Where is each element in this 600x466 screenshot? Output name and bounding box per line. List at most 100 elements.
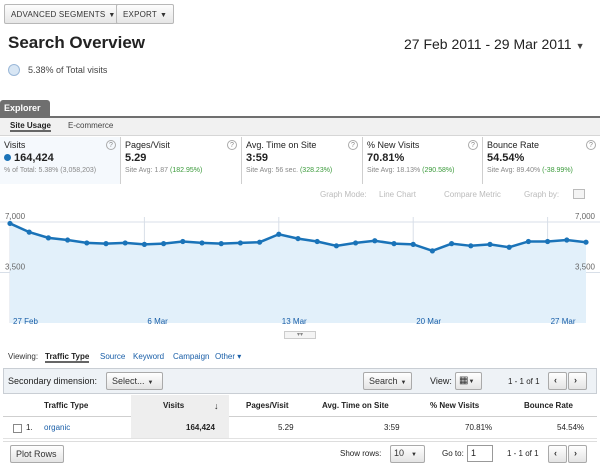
graph-mode-line-chart[interactable]: Line Chart xyxy=(379,190,416,199)
calendar-icon[interactable] xyxy=(573,189,585,199)
tab-site-usage[interactable]: Site Usage xyxy=(10,121,51,132)
data-point xyxy=(218,241,224,247)
data-point xyxy=(122,240,128,246)
help-icon[interactable]: ? xyxy=(348,140,358,150)
series-dot-icon xyxy=(4,154,11,161)
data-point xyxy=(180,238,186,245)
metric-visits[interactable]: Visits 164,424 % of Total: 5.38% (3,058,… xyxy=(0,137,121,184)
secondary-dimension-select[interactable]: Select... ▼ xyxy=(106,372,163,390)
chevron-down-icon: ▼ xyxy=(159,12,168,19)
data-point xyxy=(525,238,532,245)
export-button[interactable]: EXPORT ▼ xyxy=(116,4,175,24)
date-range-picker[interactable]: 27 Feb 2011 - 29 Mar 2011 ▼ xyxy=(404,36,585,52)
footer-prev-page-button[interactable]: ‹ xyxy=(548,445,567,463)
table-header xyxy=(3,395,597,417)
show-rows-select[interactable]: 10 ▼ xyxy=(390,445,425,463)
data-point xyxy=(7,220,13,227)
metric-pages-visit[interactable]: Pages/Visit 5.29 Site Avg: 1.87 (182.95%… xyxy=(121,137,242,184)
metric-new-visits[interactable]: % New Visits 70.81% Site Avg: 18.13% (29… xyxy=(363,137,483,184)
goto-input[interactable]: 1 xyxy=(467,445,493,462)
metric-change: (-38.99%) xyxy=(542,167,573,174)
grid-icon: ▦ xyxy=(459,375,469,386)
data-point xyxy=(141,241,147,247)
view-keyword[interactable]: Keyword xyxy=(133,352,165,361)
visits-chart: 7,000 7,000 3,500 3,500 27 Feb 6 Mar 13 Mar 20 … xyxy=(0,205,600,332)
row-checkbox[interactable] xyxy=(13,424,22,433)
metric-value: 70.81% xyxy=(367,152,405,164)
metric-value: 164,424 xyxy=(14,152,54,164)
graph-by-label[interactable]: Graph by: xyxy=(524,190,560,199)
plot-rows-button[interactable]: Plot Rows xyxy=(10,445,64,463)
x-tick-label: 27 Feb xyxy=(13,317,38,326)
page-title: Search Overview xyxy=(8,33,146,52)
secondary-dimension-label: Secondary dimension: xyxy=(8,376,98,386)
select-label: Select... xyxy=(112,376,145,386)
help-icon[interactable]: ? xyxy=(227,140,237,150)
data-point xyxy=(468,243,474,249)
chevron-down-icon: ▼ xyxy=(411,452,417,458)
row-traffic-type-link[interactable]: organic xyxy=(44,423,71,432)
column-header-avg-time[interactable]: Avg. Time on Site xyxy=(322,401,389,410)
view-other[interactable]: Other ▾ xyxy=(215,352,242,361)
compare-metric-link[interactable]: Compare Metric xyxy=(444,190,501,199)
chevron-down-icon: ▼ xyxy=(108,12,116,19)
metric-sub: Site Avg: 89.40% xyxy=(487,167,541,174)
y-tick-label-left: 3,500 xyxy=(5,263,26,272)
sort-desc-icon[interactable]: ↓ xyxy=(214,401,219,411)
view-grid-select[interactable]: ▦▼ xyxy=(455,372,482,390)
view-campaign[interactable]: Campaign xyxy=(173,352,210,361)
data-point xyxy=(314,238,320,245)
table-controls xyxy=(3,368,597,394)
segment-pie-icon xyxy=(8,64,20,76)
advanced-segments-button[interactable]: ADVANCED SEGMENTS ▼ xyxy=(4,4,123,24)
sorted-column-highlight xyxy=(131,395,229,439)
view-label: View: xyxy=(430,376,452,386)
data-point xyxy=(65,237,71,243)
table-row xyxy=(3,417,597,439)
help-icon[interactable]: ? xyxy=(468,140,478,150)
metric-sub: Site Avg: 18.13% xyxy=(367,167,421,174)
tab-ecommerce[interactable]: E-commerce xyxy=(68,121,114,130)
chart-resize-handle[interactable]: ▾▾ xyxy=(284,331,316,339)
view-source[interactable]: Source xyxy=(100,352,126,361)
help-icon[interactable]: ? xyxy=(106,140,116,150)
y-tick-label-left: 7,000 xyxy=(5,212,26,221)
chevron-down-icon: ▼ xyxy=(468,379,475,385)
metric-name: Bounce Rate xyxy=(487,140,540,150)
column-header-traffic-type[interactable]: Traffic Type xyxy=(44,401,89,410)
help-icon[interactable]: ? xyxy=(586,140,596,150)
metric-name: Avg. Time on Site xyxy=(246,140,317,150)
prev-page-button[interactable]: ‹ xyxy=(548,372,567,390)
data-point xyxy=(199,240,205,246)
show-rows-value: 10 xyxy=(394,448,405,458)
metric-avg-time[interactable]: Avg. Time on Site 3:59 Site Avg: 56 sec.… xyxy=(242,137,363,184)
metric-bounce-rate[interactable]: Bounce Rate 54.54% Site Avg: 89.40% (-38… xyxy=(483,137,600,184)
metric-change: (182.95%) xyxy=(170,167,203,174)
goto-label: Go to: xyxy=(442,449,464,458)
column-header-visits[interactable]: Visits xyxy=(163,401,185,410)
data-point xyxy=(45,235,52,241)
top-toolbar: ADVANCED SEGMENTS ▼ EXPORT ▼ xyxy=(0,0,600,28)
explorer-subtabs xyxy=(0,118,600,136)
chevron-down-icon: ▼ xyxy=(575,41,585,51)
segment-percent: 5.38% of Total visits xyxy=(28,65,108,75)
footer-next-page-button[interactable]: › xyxy=(568,445,587,463)
next-page-button[interactable]: › xyxy=(568,372,587,390)
data-point xyxy=(372,238,378,244)
metric-sub: Site Avg: 1.87 xyxy=(125,167,169,174)
metric-value: 3:59 xyxy=(246,152,269,164)
tab-explorer[interactable]: Explorer xyxy=(0,100,50,117)
table-footer xyxy=(3,441,597,465)
data-point xyxy=(333,243,339,249)
view-traffic-type[interactable]: Traffic Type xyxy=(45,352,90,363)
metric-name: Visits xyxy=(4,140,26,150)
metric-name: % New Visits xyxy=(367,140,420,150)
data-point xyxy=(103,241,109,247)
row-bounce-rate: 54.54% xyxy=(557,423,585,432)
data-point xyxy=(257,239,263,245)
column-header-pages-visit[interactable]: Pages/Visit xyxy=(246,401,289,410)
metric-sub: Site Avg: 56 sec. xyxy=(246,167,299,174)
column-header-bounce-rate[interactable]: Bounce Rate xyxy=(524,401,573,410)
search-button[interactable]: Search ▼ xyxy=(363,372,412,390)
column-header-new-visits[interactable]: % New Visits xyxy=(430,401,480,410)
